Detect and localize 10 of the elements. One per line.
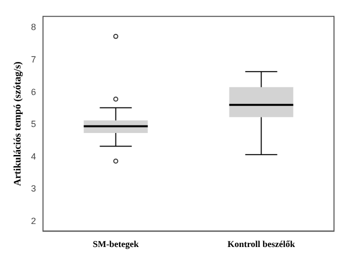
y-tick-label: 4	[30, 151, 36, 162]
x-tick-label: Kontroll beszélők	[227, 238, 296, 249]
y-tick-label: 5	[30, 119, 36, 130]
y-axis-title: Artikulációs tempó (szótag/s)	[12, 62, 24, 186]
x-tick-label: SM-betegek	[92, 238, 139, 249]
y-tick-label: 3	[30, 184, 36, 194]
y-tick-label: 7	[30, 54, 36, 64]
y-tick-label: 6	[30, 86, 36, 97]
y-tick-label: 8	[30, 22, 36, 32]
y-tick-label: 2	[30, 216, 36, 226]
